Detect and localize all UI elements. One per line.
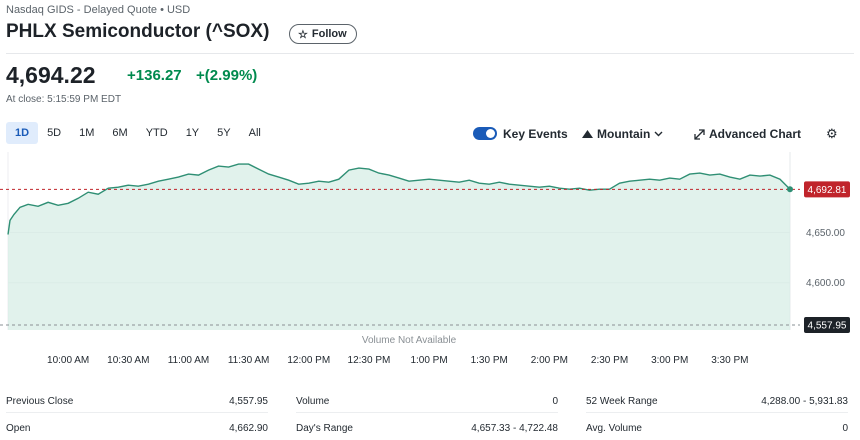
chart-type-label: Mountain <box>597 127 651 141</box>
stat-label-volume: Volume <box>296 396 330 407</box>
stat-value-previous-close: 4,557.95 <box>229 396 268 407</box>
range-1y[interactable]: 1Y <box>185 127 200 139</box>
follow-button[interactable]: ☆ Follow <box>289 24 357 44</box>
close-timestamp: At close: 5:15:59 PM EDT <box>6 94 122 105</box>
stat-label-52-week-range: 52 Week Range <box>586 396 658 407</box>
x-tick-label: 2:00 PM <box>531 355 568 366</box>
range-selector: 1D 5D 1M 6M YTD 1Y 5Y All <box>6 122 270 144</box>
header-divider <box>6 53 854 54</box>
page-title: PHLX Semiconductor (^SOX) <box>6 21 270 42</box>
stat-value-open: 4,662.90 <box>229 423 268 434</box>
stat-value-volume: 0 <box>552 396 558 407</box>
chart-line <box>7 163 791 235</box>
y-tick-label: 4,600.00 <box>806 278 845 289</box>
range-6m[interactable]: 6M <box>112 127 128 139</box>
stat-label-open: Open <box>6 423 31 434</box>
price-change-percent: +(2.99%) <box>196 67 258 84</box>
previous-close-badge <box>804 317 850 334</box>
quote-stats: Previous Close 4,557.95 Open 4,662.90 Vo… <box>0 390 860 440</box>
stat-value-days-range: 4,657.33 - 4,722.48 <box>471 423 558 434</box>
stat-value-avg-volume: 0 <box>842 423 848 434</box>
mountain-icon <box>582 130 593 138</box>
y-tick-label: 4,650.00 <box>806 228 845 239</box>
chart-type-dropdown[interactable]: Mountain <box>582 127 663 141</box>
price-chart[interactable]: 4,650.00 4,600.00 10:00 AM 10:30 AM 11:00 A… <box>0 150 860 380</box>
range-all[interactable]: All <box>248 127 261 139</box>
range-1m[interactable]: 1M <box>79 127 95 139</box>
stat-divider <box>296 412 558 413</box>
gear-icon[interactable]: ⚙ <box>826 126 838 141</box>
range-1d[interactable]: 1D <box>6 122 39 144</box>
chevron-down-icon <box>654 131 663 137</box>
x-tick-label: 12:00 PM <box>287 355 330 366</box>
x-tick-label: 10:00 AM <box>47 355 89 366</box>
x-tick-label: 3:30 PM <box>711 355 748 366</box>
price-change: +136.27 <box>127 67 182 84</box>
stat-divider <box>586 412 848 413</box>
volume-note: Volume Not Available <box>362 335 457 346</box>
follow-label: Follow <box>311 28 347 40</box>
stat-label-previous-close: Previous Close <box>6 396 74 407</box>
previous-close-badge-text: 4,557.95 <box>808 321 847 332</box>
range-ytd[interactable]: YTD <box>145 127 168 139</box>
key-events-toggle[interactable] <box>473 127 497 140</box>
stat-label-days-range: Day's Range <box>296 423 353 434</box>
x-tick-label: 11:00 AM <box>168 355 210 366</box>
chart-area <box>8 164 790 330</box>
star-outline-icon: ☆ <box>298 28 308 41</box>
range-5d[interactable]: 5D <box>47 127 62 139</box>
quote-source: Nasdaq GIDS - Delayed Quote • USD <box>6 4 191 16</box>
advanced-chart-label: Advanced Chart <box>709 127 802 141</box>
stat-label-avg-volume: Avg. Volume <box>586 423 642 434</box>
stat-divider <box>6 412 268 413</box>
key-events-label[interactable]: Key Events <box>503 127 568 141</box>
x-tick-label: 1:00 PM <box>410 355 447 366</box>
x-tick-label: 11:30 AM <box>228 355 270 366</box>
current-price-badge-text: 4,692.81 <box>808 185 847 196</box>
expand-icon <box>694 128 705 140</box>
toggle-knob <box>486 129 495 138</box>
range-5y[interactable]: 5Y <box>217 127 231 139</box>
last-price-dot <box>787 186 793 193</box>
x-tick-label: 3:00 PM <box>651 355 688 366</box>
x-tick-label: 2:30 PM <box>591 355 628 366</box>
x-tick-label: 1:30 PM <box>471 355 508 366</box>
x-tick-label: 12:30 PM <box>348 355 391 366</box>
advanced-chart-button[interactable]: Advanced Chart <box>694 127 801 141</box>
current-price-badge <box>804 181 850 198</box>
stat-value-52-week-range: 4,288.00 - 5,931.83 <box>761 396 848 407</box>
current-price: 4,694.22 <box>6 62 96 88</box>
x-tick-label: 10:30 AM <box>107 355 149 366</box>
